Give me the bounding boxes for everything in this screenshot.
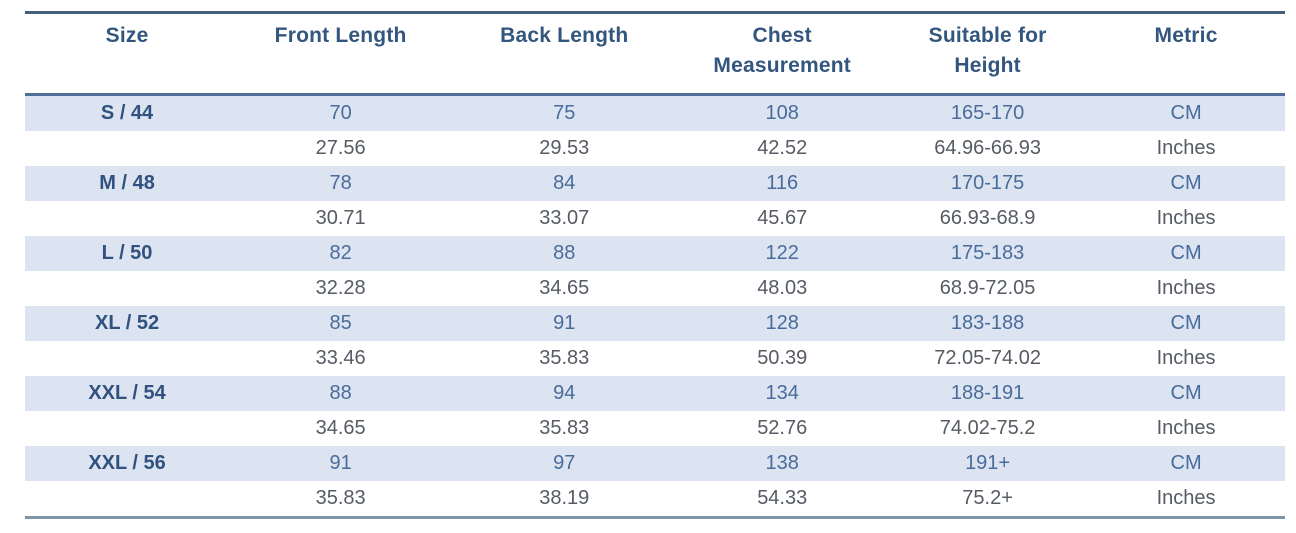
cell-size xyxy=(25,131,230,166)
size-chart-body: S / 44 70 75 108 165-170 CM 27.56 29.53 42.52 64.… xyxy=(25,94,1285,518)
cell-size xyxy=(25,411,230,446)
cell-back: 29.53 xyxy=(452,131,677,166)
cell-chest: 52.76 xyxy=(676,411,889,446)
cell-back: 35.83 xyxy=(452,341,677,376)
column-header-front-length: Front Length xyxy=(229,12,453,96)
cell-back: 35.83 xyxy=(452,411,677,446)
table-row: M / 48 78 84 116 170-175 CM xyxy=(25,166,1285,201)
cell-size xyxy=(25,481,230,518)
cell-back: 84 xyxy=(452,166,677,201)
table-row: L / 50 82 88 122 175-183 CM xyxy=(25,236,1285,271)
cell-size xyxy=(25,341,230,376)
cell-metric: Inches xyxy=(1087,341,1285,376)
cell-height: 165-170 xyxy=(888,94,1088,131)
cell-front: 91 xyxy=(229,446,453,481)
cell-chest: 45.67 xyxy=(676,201,889,236)
column-header-back-length: Back Length xyxy=(452,12,677,96)
column-header-size: Size xyxy=(25,12,230,96)
cell-front: 85 xyxy=(229,306,453,341)
table-row: XL / 52 85 91 128 183-188 CM xyxy=(25,306,1285,341)
cell-size: XXL / 56 xyxy=(25,446,230,481)
cell-size: L / 50 xyxy=(25,236,230,271)
cell-metric: Inches xyxy=(1087,131,1285,166)
cell-back: 88 xyxy=(452,236,677,271)
size-chart-table: Size Front Length Back Length Chest Meas… xyxy=(25,11,1285,519)
table-row: 27.56 29.53 42.52 64.96-66.93 Inches xyxy=(25,131,1285,166)
cell-height: 68.9-72.05 xyxy=(888,271,1088,306)
cell-chest: 50.39 xyxy=(676,341,889,376)
cell-back: 33.07 xyxy=(452,201,677,236)
cell-height: 175-183 xyxy=(888,236,1088,271)
column-header-suitable-for-height: Suitable for Height xyxy=(888,12,1088,96)
cell-front: 27.56 xyxy=(229,131,453,166)
cell-height: 74.02-75.2 xyxy=(888,411,1088,446)
cell-front: 34.65 xyxy=(229,411,453,446)
column-header-chest-measurement: Chest Measurement xyxy=(676,12,889,96)
table-row: 35.83 38.19 54.33 75.2+ Inches xyxy=(25,481,1285,518)
cell-front: 88 xyxy=(229,376,453,411)
cell-metric: Inches xyxy=(1087,271,1285,306)
table-row: 32.28 34.65 48.03 68.9-72.05 Inches xyxy=(25,271,1285,306)
cell-height: 75.2+ xyxy=(888,481,1088,518)
cell-chest: 138 xyxy=(676,446,889,481)
cell-front: 30.71 xyxy=(229,201,453,236)
cell-front: 70 xyxy=(229,94,453,131)
cell-size: XL / 52 xyxy=(25,306,230,341)
cell-height: 183-188 xyxy=(888,306,1088,341)
cell-back: 75 xyxy=(452,94,677,131)
cell-metric: CM xyxy=(1087,376,1285,411)
cell-metric: CM xyxy=(1087,94,1285,131)
cell-height: 66.93-68.9 xyxy=(888,201,1088,236)
cell-metric: Inches xyxy=(1087,411,1285,446)
cell-front: 33.46 xyxy=(229,341,453,376)
column-header-metric: Metric xyxy=(1087,12,1285,96)
cell-back: 34.65 xyxy=(452,271,677,306)
cell-chest: 54.33 xyxy=(676,481,889,518)
cell-chest: 122 xyxy=(676,236,889,271)
cell-metric: CM xyxy=(1087,446,1285,481)
cell-front: 78 xyxy=(229,166,453,201)
table-row: 34.65 35.83 52.76 74.02-75.2 Inches xyxy=(25,411,1285,446)
cell-height: 188-191 xyxy=(888,376,1088,411)
cell-size xyxy=(25,271,230,306)
cell-metric: Inches xyxy=(1087,481,1285,518)
table-row: 30.71 33.07 45.67 66.93-68.9 Inches xyxy=(25,201,1285,236)
table-row: 33.46 35.83 50.39 72.05-74.02 Inches xyxy=(25,341,1285,376)
cell-chest: 42.52 xyxy=(676,131,889,166)
cell-metric: CM xyxy=(1087,236,1285,271)
cell-chest: 134 xyxy=(676,376,889,411)
cell-chest: 48.03 xyxy=(676,271,889,306)
cell-height: 64.96-66.93 xyxy=(888,131,1088,166)
cell-front: 82 xyxy=(229,236,453,271)
cell-metric: Inches xyxy=(1087,201,1285,236)
cell-back: 97 xyxy=(452,446,677,481)
cell-back: 38.19 xyxy=(452,481,677,518)
cell-back: 91 xyxy=(452,306,677,341)
cell-back: 94 xyxy=(452,376,677,411)
cell-metric: CM xyxy=(1087,166,1285,201)
cell-size xyxy=(25,201,230,236)
cell-chest: 116 xyxy=(676,166,889,201)
cell-front: 32.28 xyxy=(229,271,453,306)
cell-metric: CM xyxy=(1087,306,1285,341)
table-row: XXL / 56 91 97 138 191+ CM xyxy=(25,446,1285,481)
cell-chest: 108 xyxy=(676,94,889,131)
cell-chest: 128 xyxy=(676,306,889,341)
cell-front: 35.83 xyxy=(229,481,453,518)
header-row: Size Front Length Back Length Chest Meas… xyxy=(25,12,1285,96)
cell-height: 72.05-74.02 xyxy=(888,341,1088,376)
cell-height: 170-175 xyxy=(888,166,1088,201)
table-row: S / 44 70 75 108 165-170 CM xyxy=(25,94,1285,131)
table-row: XXL / 54 88 94 134 188-191 CM xyxy=(25,376,1285,411)
cell-height: 191+ xyxy=(888,446,1088,481)
cell-size: XXL / 54 xyxy=(25,376,230,411)
cell-size: M / 48 xyxy=(25,166,230,201)
cell-size: S / 44 xyxy=(25,94,230,131)
